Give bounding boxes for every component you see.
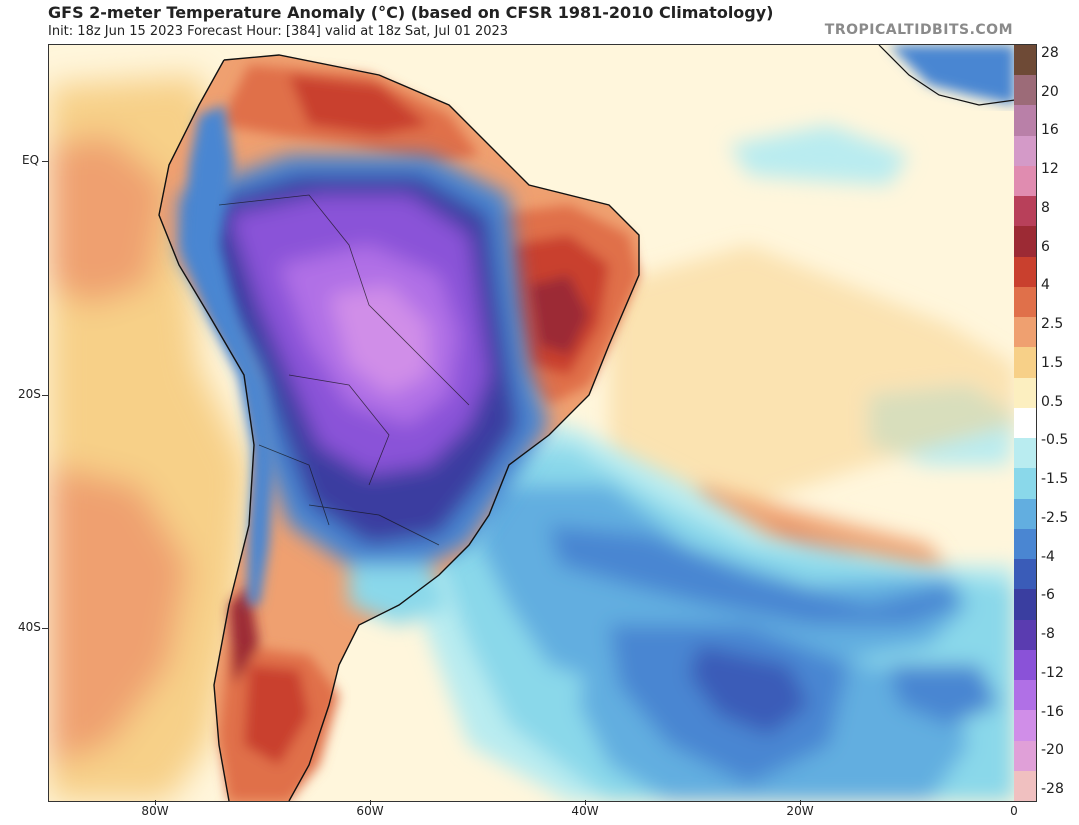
colorbar-segment	[1014, 619, 1036, 651]
coastline	[158, 54, 640, 801]
patagonia-warm-anomaly	[219, 585, 339, 801]
lon-tick	[370, 800, 371, 805]
africa-corner	[889, 45, 1015, 105]
colorbar-segment	[1014, 438, 1036, 469]
colorbar-segment	[1014, 680, 1036, 711]
colorbar-label: 2.5	[1041, 316, 1064, 333]
colorbar-segment	[1014, 377, 1036, 409]
colorbar-segment	[1014, 528, 1036, 560]
colorbar-label: -0.5	[1041, 432, 1069, 449]
lat-label-20s: 20S	[18, 387, 41, 401]
lon-label-80w: 80W	[141, 804, 169, 818]
colorbar-segment	[1014, 165, 1036, 197]
colorbar-segment	[1014, 135, 1036, 167]
colorbar-segment	[1014, 710, 1036, 741]
colorbar-segment	[1014, 498, 1036, 530]
colorbar-label: 6	[1041, 238, 1050, 255]
lat-tick	[42, 628, 48, 629]
colorbar-segment	[1014, 45, 1036, 76]
colorbar-label: -12	[1041, 664, 1064, 681]
colorbar-segment	[1014, 770, 1036, 802]
colorbar-segment	[1014, 286, 1036, 318]
colorbar-segment	[1014, 407, 1036, 439]
map-title: GFS 2-meter Temperature Anomaly (°C) (ba…	[48, 3, 774, 22]
colorbar-label: 28	[1041, 45, 1059, 61]
colorbar-segment	[1014, 347, 1036, 379]
lon-label-60w: 60W	[356, 804, 384, 818]
colorbar-label: 8	[1041, 199, 1050, 216]
colorbar-segment	[1014, 75, 1036, 106]
lat-tick	[42, 395, 48, 396]
colorbar-segment	[1014, 226, 1036, 258]
lat-label-40s: 40S	[18, 620, 41, 634]
anomaly-map-svg	[49, 45, 1015, 801]
colorbar-label: 1.5	[1041, 354, 1064, 371]
colorbar-segment	[1014, 105, 1036, 137]
lat-tick	[42, 161, 48, 162]
lat-label-eq: EQ	[22, 153, 40, 167]
colorbar-segment	[1014, 468, 1036, 500]
colorbar-segment	[1014, 317, 1036, 348]
colorbar-label: -8	[1041, 626, 1055, 643]
lon-label-0: 0	[1010, 804, 1018, 818]
colorbar-label: -4	[1041, 548, 1055, 565]
lon-tick	[155, 800, 156, 805]
africa-coastline	[878, 45, 1015, 106]
colorbar-segment	[1014, 196, 1036, 227]
country-borders	[218, 194, 470, 546]
colorbar-label: -1.5	[1041, 471, 1069, 488]
colorbar-label: 0.5	[1041, 393, 1064, 410]
colorbar	[1014, 44, 1037, 802]
colorbar-segment	[1014, 740, 1036, 772]
andes-cold-streak	[184, 105, 274, 605]
colorbar-segment	[1014, 559, 1036, 590]
colorbar-label: 16	[1041, 122, 1059, 139]
south-atlantic-cold-plume	[409, 425, 1015, 801]
colorbar-segment	[1014, 589, 1036, 621]
colorbar-label: 12	[1041, 161, 1059, 178]
lon-tick	[585, 800, 586, 805]
colorbar-label: -20	[1041, 742, 1064, 759]
colorbar-label: 4	[1041, 277, 1050, 294]
brand-watermark: TROPICALTIDBITS.COM	[824, 22, 1013, 38]
colorbar-label: -6	[1041, 587, 1055, 604]
anomaly-map	[48, 44, 1016, 802]
forecast-info: Init: 18z Jun 15 2023 Forecast Hour: [38…	[48, 24, 509, 39]
lon-tick	[800, 800, 801, 805]
lon-label-20w: 20W	[786, 804, 814, 818]
lon-label-40w: 40W	[571, 804, 599, 818]
colorbar-label: -2.5	[1041, 509, 1069, 526]
colorbar-label: -28	[1041, 781, 1064, 797]
colorbar-label: 20	[1041, 83, 1059, 100]
pacific-warm-anomaly	[49, 75, 249, 801]
colorbar-segment	[1014, 256, 1036, 288]
colorbar-label: -16	[1041, 703, 1064, 720]
colorbar-segment	[1014, 649, 1036, 681]
